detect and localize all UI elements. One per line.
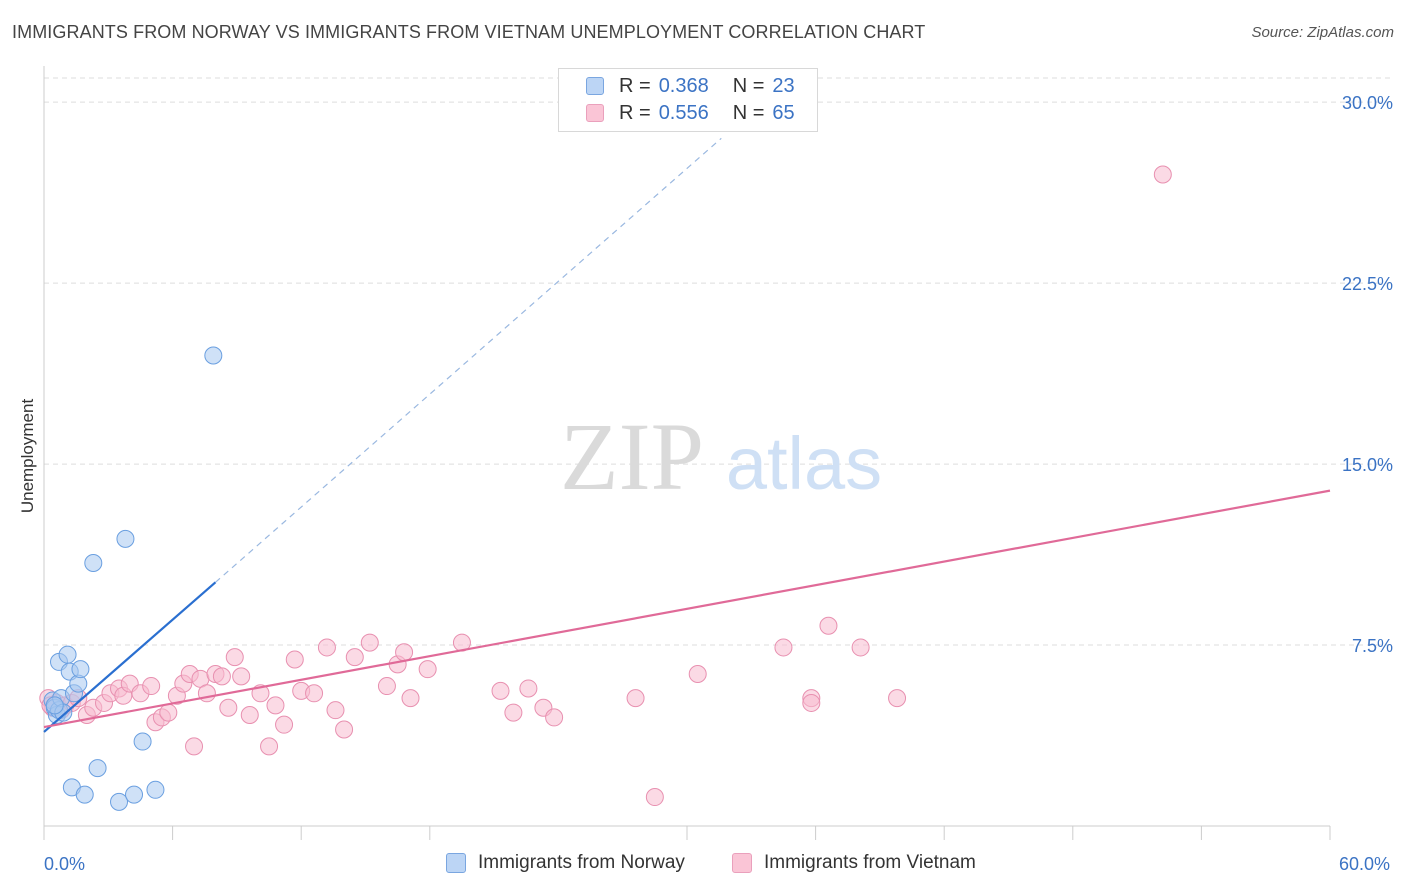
vietnam-point [305, 684, 324, 703]
norway-trend-extension [215, 137, 722, 583]
legend-n-value: 65 [772, 101, 795, 124]
series-swatch-vietnam [732, 853, 752, 873]
norway-point [133, 732, 152, 751]
vietnam-point [688, 664, 707, 683]
vietnam-point [240, 706, 259, 725]
vietnam-point [504, 703, 523, 722]
norway-trend-line [43, 581, 217, 733]
legend-n-label: N = [732, 101, 765, 124]
vietnam-point [519, 679, 538, 698]
norway-point [58, 645, 77, 664]
norway-point [75, 785, 94, 804]
legend-swatch-norway [586, 77, 604, 95]
legend-n-value: 23 [772, 74, 795, 97]
correlation-legend: R = 0.368 N = 23 R = 0.556 N = 65 [558, 68, 818, 132]
vietnam-point [395, 643, 414, 662]
vietnam-point [266, 696, 285, 715]
series-label-norway: Immigrants from Norway [478, 852, 685, 873]
vietnam-point [335, 720, 354, 739]
legend-r-value: 0.556 [658, 101, 709, 124]
legend-r-label: R = [619, 74, 651, 97]
legend-swatch-vietnam [586, 104, 604, 122]
vietnam-point [888, 689, 907, 708]
vietnam-point [345, 648, 364, 667]
series-legend: Immigrants from Norway Immigrants from V… [0, 852, 1406, 878]
vietnam-point [159, 703, 178, 722]
norway-point [146, 780, 165, 799]
norway-point [84, 553, 103, 572]
vietnam-point [645, 788, 664, 807]
norway-point [45, 696, 64, 715]
x-tick-label: 0.0% [44, 854, 85, 874]
y-tick-label: 30.0% [1342, 93, 1393, 113]
series-swatch-norway [446, 853, 466, 873]
vietnam-point [851, 638, 870, 657]
legend-r-value: 0.368 [658, 74, 709, 97]
grid-layer [44, 77, 1392, 646]
vietnam-point [377, 677, 396, 696]
series-legend-vietnam[interactable]: Immigrants from Vietnam [732, 852, 976, 874]
vietnam-point [360, 633, 379, 652]
y-axis-label: Unemployment [18, 398, 37, 514]
source-label: Source: ZipAtlas.com [1251, 24, 1394, 41]
series-legend-norway[interactable]: Immigrants from Norway [446, 852, 685, 874]
watermark-zip: ZIP [560, 403, 704, 510]
vietnam-point [185, 737, 204, 756]
points-layer [39, 165, 1172, 811]
legend-row-norway: R = 0.368 N = 23 [586, 74, 795, 98]
vietnam-point [326, 701, 345, 720]
x-tick-label: 60.0% [1339, 854, 1390, 874]
legend-r-label: R = [619, 101, 651, 124]
vietnam-point [219, 698, 238, 717]
series-label-vietnam: Immigrants from Vietnam [764, 852, 976, 873]
vietnam-point [285, 650, 304, 669]
vietnam-point [819, 616, 838, 635]
vietnam-trend-line [43, 489, 1331, 729]
vietnam-point [232, 667, 251, 686]
vietnam-point [626, 689, 645, 708]
norway-point [110, 792, 129, 811]
vietnam-point [491, 681, 510, 700]
vietnam-point [802, 693, 821, 712]
chart-title: IMMIGRANTS FROM NORWAY VS IMMIGRANTS FRO… [12, 22, 926, 42]
vietnam-point [260, 737, 279, 756]
watermark: ZIP atlas [560, 403, 882, 510]
vietnam-point [1153, 165, 1172, 184]
vietnam-point [418, 660, 437, 679]
watermark-atlas: atlas [726, 422, 882, 505]
vietnam-point [545, 708, 564, 727]
legend-n-label: N = [732, 74, 765, 97]
norway-point [204, 346, 223, 365]
norway-point [125, 785, 144, 804]
norway-point [116, 529, 135, 548]
y-tick-label: 15.0% [1342, 455, 1393, 475]
vietnam-point [275, 715, 294, 734]
vietnam-point [142, 677, 161, 696]
vietnam-point [401, 689, 420, 708]
vietnam-point [317, 638, 336, 657]
vietnam-point [774, 638, 793, 657]
trend-layer [43, 137, 1331, 733]
vietnam-point [212, 667, 231, 686]
norway-point [71, 660, 90, 679]
tick-labels: 7.5% 15.0% 22.5% 30.0% 0.0% 60.0% [44, 93, 1393, 874]
y-tick-label: 22.5% [1342, 274, 1393, 294]
vietnam-point [225, 648, 244, 667]
y-tick-label: 7.5% [1352, 636, 1393, 656]
legend-row-vietnam: R = 0.556 N = 65 [586, 101, 795, 125]
norway-point [88, 759, 107, 778]
